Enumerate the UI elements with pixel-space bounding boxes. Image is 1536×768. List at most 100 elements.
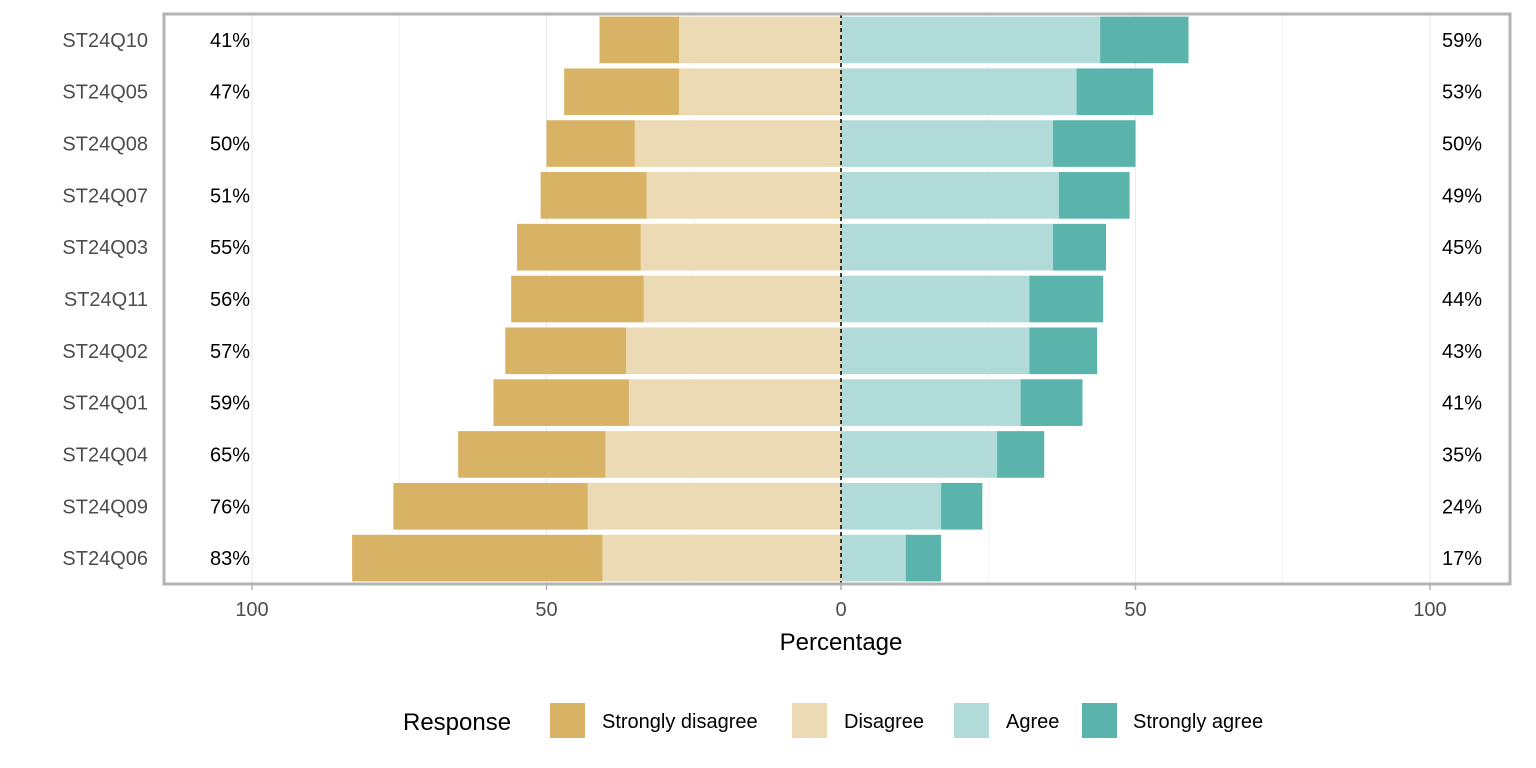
- right-percent-label: 59%: [1442, 30, 1482, 52]
- right-percent-label: 44%: [1442, 289, 1482, 311]
- x-tick-label: 100: [235, 599, 268, 621]
- y-tick-label: ST24Q08: [62, 134, 148, 156]
- bar-agree: [841, 16, 1101, 64]
- bar-strongly-agree: [941, 482, 983, 530]
- bar-strongly-disagree: [517, 223, 641, 271]
- y-tick-label: ST24Q03: [62, 237, 148, 259]
- bar-strongly-agree: [1053, 120, 1136, 167]
- bar-agree: [841, 120, 1054, 167]
- right-percent-label: 24%: [1442, 496, 1482, 518]
- right-percent-labels: 59% 53% 50% 49% 45% 44% 43% 41% 35% 24% 17%: [1442, 30, 1482, 570]
- bars: [352, 16, 1189, 582]
- right-percent-label: 41%: [1442, 393, 1482, 415]
- bar-disagree: [640, 223, 841, 271]
- right-percent-label: 50%: [1442, 134, 1482, 156]
- y-tick-label: ST24Q06: [62, 548, 148, 570]
- y-axis-labels: ST24Q10 ST24Q05 ST24Q08 ST24Q07 ST24Q03 ST24Q…: [62, 30, 148, 570]
- left-percent-label: 65%: [210, 444, 250, 466]
- y-tick-label: ST24Q04: [62, 444, 148, 466]
- bar-strongly-agree: [997, 431, 1045, 478]
- bar-strongly-agree: [905, 534, 942, 582]
- x-tick-label: 50: [1124, 599, 1146, 621]
- x-tick-label: 50: [535, 599, 557, 621]
- legend-label-disagree: Disagree: [844, 711, 924, 733]
- bar-strongly-disagree: [393, 482, 588, 530]
- bar-strongly-disagree: [505, 327, 627, 375]
- x-tick-label: 100: [1413, 599, 1446, 621]
- x-axis-title: Percentage: [780, 629, 903, 656]
- y-tick-label: ST24Q10: [62, 30, 148, 52]
- bar-disagree: [679, 68, 841, 116]
- y-tick-label: ST24Q05: [62, 82, 148, 104]
- bar-agree: [841, 431, 998, 478]
- y-tick-label: ST24Q01: [62, 393, 148, 415]
- bar-disagree: [646, 172, 841, 219]
- bar-strongly-agree: [1100, 16, 1189, 64]
- right-percent-label: 53%: [1442, 82, 1482, 104]
- bar-agree: [841, 379, 1021, 426]
- bar-strongly-agree: [1029, 327, 1098, 375]
- bar-disagree: [628, 379, 841, 426]
- panel-border: [162, 12, 1512, 586]
- bar-strongly-agree: [1053, 223, 1107, 271]
- bar-agree: [841, 327, 1030, 375]
- bar-disagree: [643, 275, 841, 323]
- bar-disagree: [602, 534, 841, 582]
- legend-label-agree: Agree: [1006, 711, 1059, 733]
- legend-key-disagree: [792, 703, 827, 738]
- left-percent-labels: 41% 47% 50% 51% 55% 56% 57% 59% 65% 76% 83%: [210, 30, 250, 570]
- left-percent-label: 50%: [210, 134, 250, 156]
- left-percent-label: 55%: [210, 237, 250, 259]
- y-tick-label: ST24Q09: [62, 496, 148, 518]
- bar-strongly-disagree: [458, 431, 606, 478]
- bar-agree: [841, 482, 942, 530]
- bar-strongly-disagree: [599, 16, 680, 64]
- right-percent-label: 43%: [1442, 341, 1482, 363]
- bar-strongly-agree: [1020, 379, 1083, 426]
- bar-strongly-disagree: [540, 172, 647, 219]
- bar-agree: [841, 223, 1054, 271]
- bar-strongly-disagree: [493, 379, 629, 426]
- bar-strongly-disagree: [546, 120, 635, 167]
- left-percent-label: 57%: [210, 341, 250, 363]
- bar-agree: [841, 172, 1059, 219]
- legend-key-agree: [954, 703, 989, 738]
- bar-strongly-disagree: [352, 534, 603, 582]
- left-percent-label: 41%: [210, 30, 250, 52]
- right-percent-label: 35%: [1442, 444, 1482, 466]
- legend-label-strongly-agree: Strongly agree: [1133, 711, 1263, 733]
- y-tick-label: ST24Q11: [64, 289, 148, 311]
- bar-disagree: [587, 482, 841, 530]
- y-tick-label: ST24Q02: [62, 341, 148, 363]
- bar-strongly-disagree: [511, 275, 644, 323]
- right-percent-label: 49%: [1442, 185, 1482, 207]
- left-percent-label: 51%: [210, 185, 250, 207]
- right-percent-label: 45%: [1442, 237, 1482, 259]
- x-axis-ticks: 100 50 0 50 100: [235, 584, 1447, 621]
- left-percent-label: 83%: [210, 548, 250, 570]
- right-percent-label: 17%: [1442, 548, 1482, 570]
- legend: Response Strongly disagree Disagree Agree St…: [403, 703, 1263, 738]
- bar-disagree: [679, 16, 841, 64]
- bar-strongly-agree: [1029, 275, 1104, 323]
- left-percent-label: 56%: [210, 289, 250, 311]
- bar-agree: [841, 68, 1077, 116]
- legend-key-strongly-agree: [1082, 703, 1117, 738]
- bar-agree: [841, 275, 1030, 323]
- legend-label-strongly-disagree: Strongly disagree: [602, 711, 758, 733]
- bar-disagree: [626, 327, 841, 375]
- bar-agree: [841, 534, 906, 582]
- bar-strongly-agree: [1076, 68, 1154, 116]
- bar-disagree: [605, 431, 841, 478]
- left-percent-label: 76%: [210, 496, 250, 518]
- bar-strongly-agree: [1058, 172, 1130, 219]
- legend-key-strongly-disagree: [550, 703, 585, 738]
- left-percent-label: 47%: [210, 82, 250, 104]
- bar-disagree: [634, 120, 841, 167]
- y-tick-label: ST24Q07: [62, 185, 148, 207]
- legend-title: Response: [403, 709, 511, 736]
- x-tick-label: 0: [835, 599, 846, 621]
- left-percent-label: 59%: [210, 393, 250, 415]
- bar-strongly-disagree: [564, 68, 680, 116]
